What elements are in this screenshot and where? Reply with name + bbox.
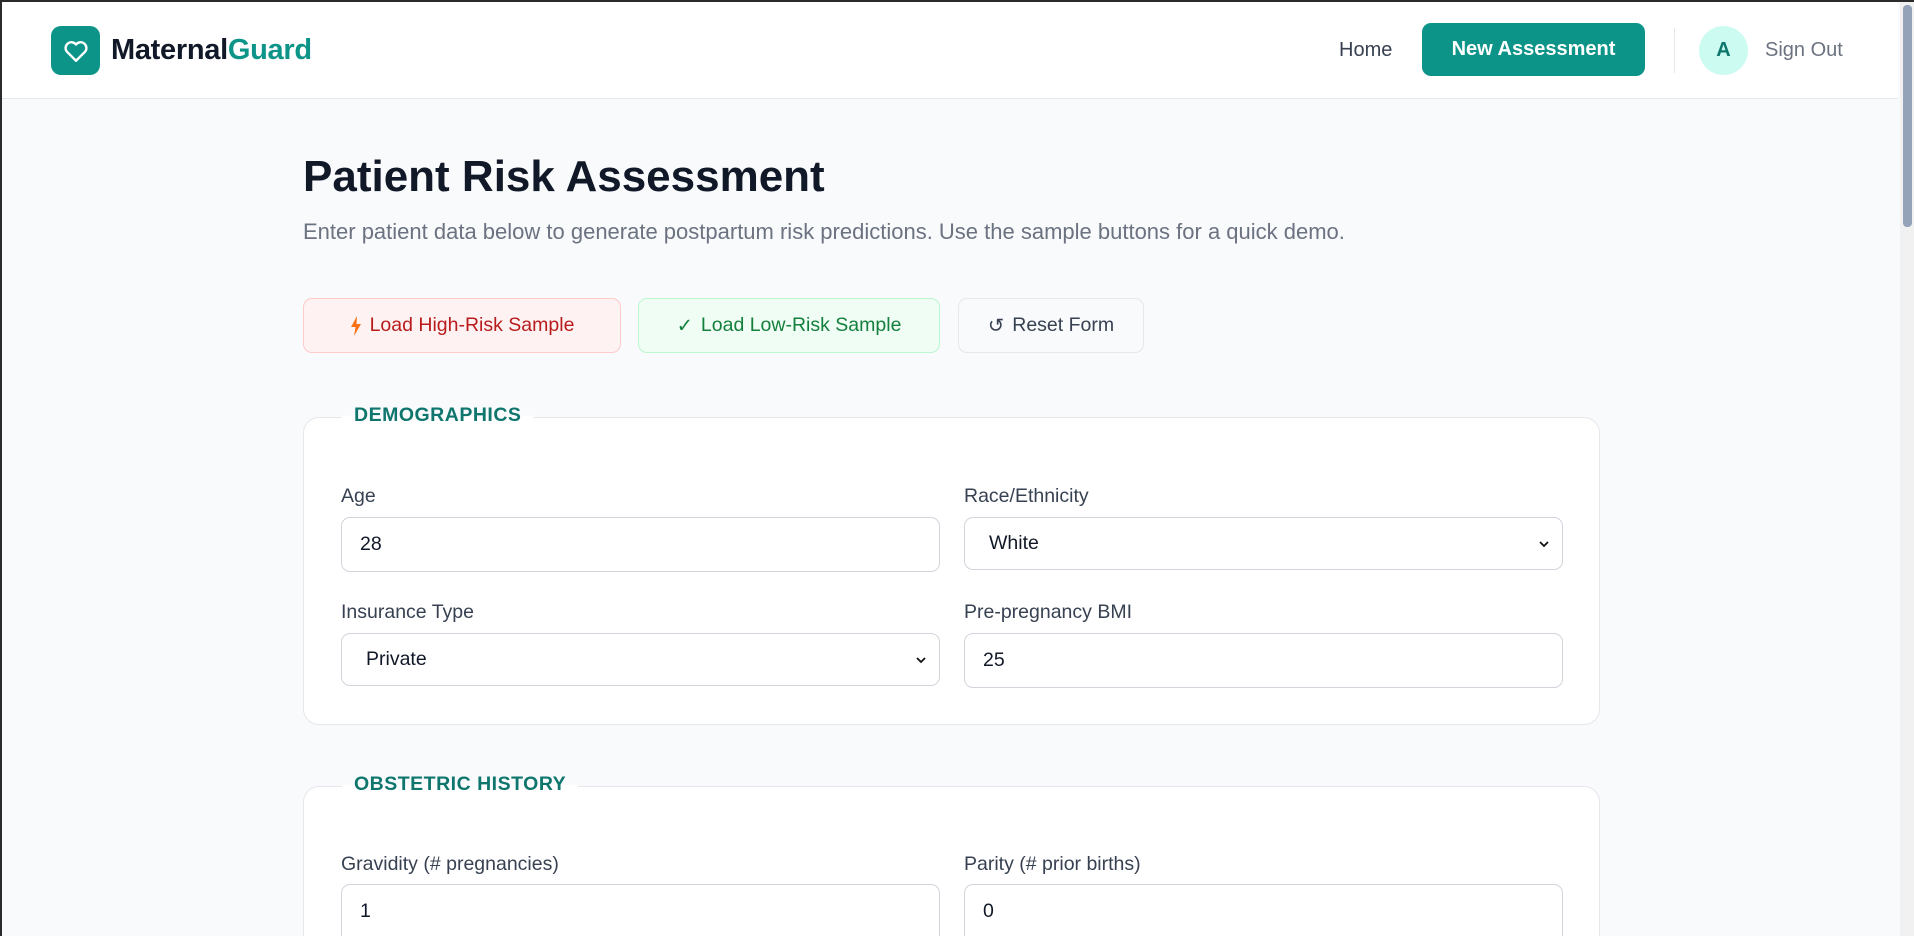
page-subtitle: Enter patient data below to generate pos… xyxy=(303,219,1345,244)
sign-out-link[interactable]: Sign Out xyxy=(1765,39,1843,61)
insurance-value: Private xyxy=(366,648,427,670)
parity-label: Parity (# prior births) xyxy=(964,853,1141,875)
age-label: Age xyxy=(341,485,376,507)
high-risk-label: Load High-Risk Sample xyxy=(369,314,575,336)
demographics-section: DEMOGRAPHICS Age 28 Race/Ethnicity White… xyxy=(303,404,1600,725)
section-legend: DEMOGRAPHICS xyxy=(342,404,534,427)
lightning-icon xyxy=(350,315,361,336)
reset-form-button[interactable]: ↺ Reset Form xyxy=(958,298,1144,353)
top-navbar: MaternalGuard Home New Assessment A Sign… xyxy=(2,2,1898,99)
race-select[interactable]: White xyxy=(964,517,1563,570)
section-legend: OBSTETRIC HISTORY xyxy=(342,773,579,796)
page-title: Patient Risk Assessment xyxy=(303,152,825,201)
reset-label: Reset Form xyxy=(1012,314,1115,336)
scrollbar-thumb[interactable] xyxy=(1903,5,1912,227)
load-low-risk-sample-button[interactable]: ✓ Load Low-Risk Sample xyxy=(638,298,940,353)
nav-home-link[interactable]: Home xyxy=(1339,39,1393,61)
gravidity-label: Gravidity (# pregnancies) xyxy=(341,853,559,875)
insurance-label: Insurance Type xyxy=(341,601,474,623)
heart-icon[interactable] xyxy=(51,26,100,75)
nav-divider xyxy=(1674,28,1675,73)
age-input[interactable]: 28 xyxy=(341,517,940,572)
low-risk-label: Load Low-Risk Sample xyxy=(700,314,902,336)
bmi-input[interactable]: 25 xyxy=(964,633,1563,688)
chevron-down-icon xyxy=(916,657,926,664)
obstetric-history-section: OBSTETRIC HISTORY Gravidity (# pregnanci… xyxy=(303,773,1600,936)
page-scrollbar[interactable] xyxy=(1900,2,1914,936)
race-label: Race/Ethnicity xyxy=(964,485,1089,507)
insurance-select[interactable]: Private xyxy=(341,633,940,686)
parity-input[interactable]: 0 xyxy=(964,884,1563,936)
check-icon: ✓ xyxy=(676,314,693,337)
brand-logo[interactable]: MaternalGuard xyxy=(111,34,312,66)
reset-icon: ↺ xyxy=(987,314,1005,337)
bmi-label: Pre-pregnancy BMI xyxy=(964,601,1132,623)
new-assessment-button[interactable]: New Assessment xyxy=(1422,23,1645,76)
chevron-down-icon xyxy=(1539,541,1549,548)
load-high-risk-sample-button[interactable]: Load High-Risk Sample xyxy=(303,298,621,353)
avatar[interactable]: A xyxy=(1699,26,1748,75)
race-value: White xyxy=(989,532,1039,554)
gravidity-input[interactable]: 1 xyxy=(341,884,940,936)
